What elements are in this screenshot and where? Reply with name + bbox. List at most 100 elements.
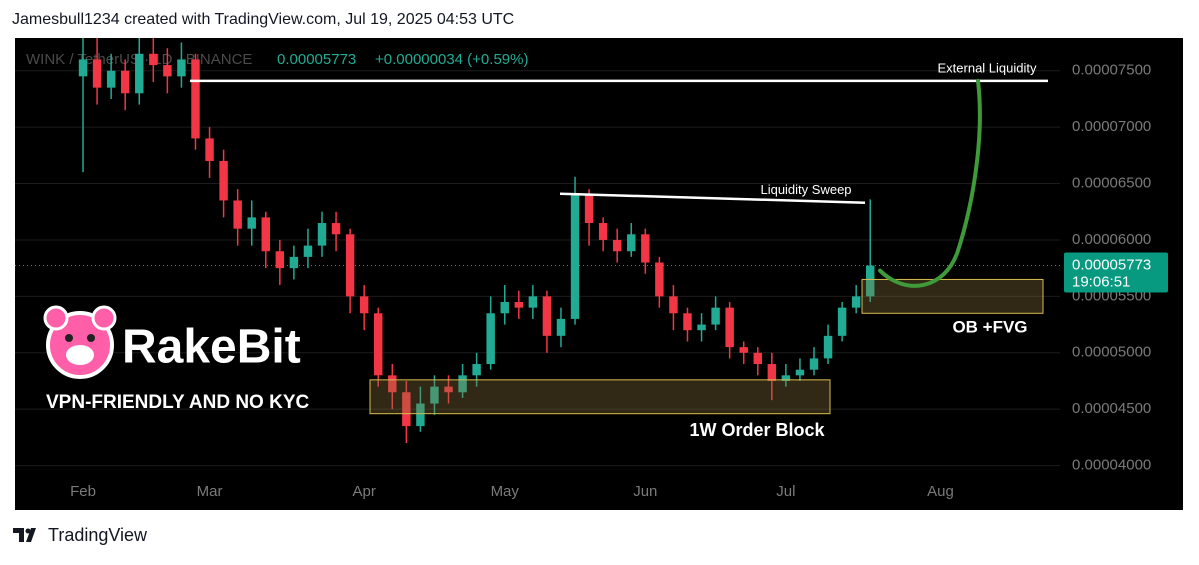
candle-body [514, 302, 524, 308]
candle-body [345, 234, 355, 297]
header: Jamesbull1234 created with TradingView.c… [12, 11, 514, 28]
logo-eye [87, 334, 95, 342]
liquidity-sweep-line [559, 192, 866, 204]
logo-dot [25, 528, 31, 534]
candle-body [430, 386, 439, 404]
x-tick-label: May [491, 483, 520, 500]
candle-body [500, 302, 509, 314]
x-tick-label: Apr [352, 483, 375, 500]
candle-body [233, 200, 242, 229]
candle-body [795, 369, 805, 376]
candle-body [78, 59, 88, 77]
chart-background [15, 38, 1183, 510]
logo-eye [65, 334, 73, 342]
x-tick-label: Feb [70, 483, 96, 500]
candle-body [697, 324, 706, 331]
candle-body [781, 375, 791, 381]
candle-body [711, 307, 720, 325]
candle-body [837, 307, 847, 336]
candle-body [359, 296, 369, 314]
annotation-label: External Liquidity [938, 60, 1037, 75]
candle-body [317, 223, 327, 246]
candle-body [388, 375, 397, 393]
candle-body [191, 59, 200, 139]
candle-body [444, 386, 453, 393]
y-tick-label: 0.00006500 [1072, 175, 1151, 192]
candle-body [472, 364, 481, 376]
candle-body [120, 70, 130, 94]
candle-body [219, 160, 228, 201]
candle-body [556, 318, 566, 336]
candle-body [612, 239, 622, 252]
candle-body [683, 313, 692, 331]
candle-body [528, 296, 538, 308]
x-tick-label: Jul [776, 483, 795, 500]
grid [15, 70, 1060, 467]
y-tick-label: 0.00004500 [1072, 400, 1151, 417]
candle-body [247, 217, 256, 229]
legend-change: +0.00000034 (+0.59%) [375, 51, 528, 68]
candles [78, 38, 875, 444]
x-tick-label: Jun [633, 483, 657, 500]
candle-body [149, 53, 158, 66]
candle-body [402, 392, 411, 427]
tagline: VPN-FRIENDLY AND NO KYC [46, 392, 309, 413]
footer-brand: TradingView [48, 525, 148, 545]
candle-body [275, 251, 285, 269]
candle-body [135, 53, 144, 94]
annotations: OB +FVG 1W Order Block External Liquidity L… [15, 60, 1060, 440]
candle-body [570, 194, 580, 319]
last-price-box [1064, 252, 1168, 293]
candle-body [598, 223, 608, 240]
x-tick-label: Aug [927, 483, 954, 500]
y-tick-label: 0.00007000 [1072, 118, 1151, 135]
candle-body [823, 335, 833, 359]
y-tick-label: 0.00007500 [1072, 62, 1151, 79]
candle-body [655, 262, 664, 297]
candle-body [809, 358, 819, 370]
candle-body [205, 138, 214, 161]
candle-body [739, 347, 748, 353]
y-tick-label: 0.00004000 [1072, 457, 1151, 474]
x-tick-label: Mar [197, 483, 223, 500]
candle-body [163, 65, 172, 77]
candle-body [753, 352, 762, 365]
projection-curve [878, 78, 982, 288]
zone-label: 1W Order Block [689, 420, 825, 440]
logo-snout [66, 345, 94, 365]
candle-body [458, 375, 467, 393]
y-tick-label: 0.00006000 [1072, 231, 1151, 248]
countdown: 19:06:51 [1072, 274, 1130, 291]
candle-body [416, 403, 425, 427]
candle-body [584, 194, 594, 224]
zone [861, 278, 1044, 314]
candle-body [289, 256, 299, 269]
candle-body [851, 296, 861, 308]
zone [369, 379, 831, 415]
ad-overlay: RakeBit VPN-FRIENDLY AND NO KYC [43, 305, 309, 413]
axes: 0.000040000.000045000.000050000.00005500… [70, 62, 1168, 500]
candle-body [177, 59, 186, 77]
candle-body [669, 296, 678, 314]
candle-body [627, 234, 636, 252]
candle-body [92, 59, 102, 88]
logo-ear [43, 305, 69, 331]
candle-body [542, 296, 552, 336]
candle-body [486, 313, 495, 365]
brand: RakeBit [122, 321, 301, 374]
candle-body [303, 245, 313, 257]
candle-body [866, 265, 875, 297]
candle-body [641, 234, 650, 263]
candle-body [106, 70, 116, 88]
candle-body [725, 307, 734, 348]
logo-mark [13, 528, 36, 542]
y-tick-label: 0.00005000 [1072, 344, 1151, 361]
candle-body [261, 217, 270, 252]
footer-logo: TradingView [13, 525, 148, 545]
annotation-label: Liquidity Sweep [760, 182, 851, 197]
candle-body [767, 364, 777, 381]
last-price-label: 0.00005773 [1072, 257, 1151, 274]
legend-price: 0.00005773 [277, 51, 356, 68]
logo-ear [91, 305, 117, 331]
